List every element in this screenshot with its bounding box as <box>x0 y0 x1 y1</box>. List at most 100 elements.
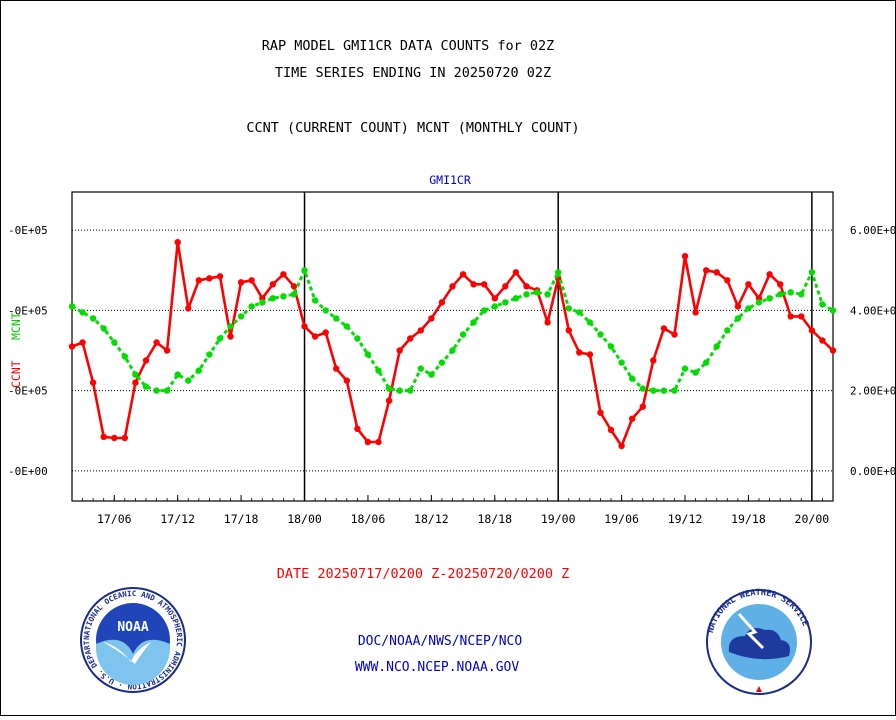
data-point-mcnt <box>692 369 699 376</box>
data-point-ccnt <box>100 433 107 440</box>
noaa-logo-text: NOAA <box>117 620 148 635</box>
data-point-mcnt <box>121 353 128 360</box>
data-point-mcnt <box>290 291 298 298</box>
data-point-ccnt <box>206 275 213 282</box>
plot-title: GMI1CR <box>429 173 471 187</box>
y-axis-label-mcnt: MCNT <box>9 312 23 340</box>
data-point-mcnt <box>512 295 520 302</box>
data-point-ccnt <box>586 351 594 358</box>
data-point-mcnt <box>671 387 678 394</box>
nws-logo: NATIONAL WEATHER SERVICE <box>706 588 812 695</box>
data-point-ccnt <box>301 323 308 330</box>
series-layer <box>68 239 837 450</box>
data-point-mcnt <box>100 325 107 332</box>
data-point-ccnt <box>89 379 97 386</box>
data-point-ccnt <box>290 283 298 290</box>
data-point-mcnt <box>311 297 319 304</box>
data-point-mcnt <box>407 387 414 394</box>
data-point-mcnt <box>639 385 646 392</box>
y-axis-label-ccnt: CCNT <box>9 360 23 388</box>
data-point-ccnt <box>681 253 689 260</box>
data-point-mcnt <box>724 327 731 334</box>
data-point-mcnt <box>195 367 202 374</box>
data-point-ccnt <box>132 379 139 386</box>
data-point-ccnt <box>385 397 393 404</box>
data-point-mcnt <box>523 291 530 298</box>
data-point-mcnt <box>533 289 541 296</box>
data-point-ccnt <box>713 269 720 276</box>
x-tick-label: 18/06 <box>351 512 386 526</box>
data-point-mcnt <box>163 387 171 394</box>
data-point-mcnt <box>745 305 752 312</box>
nws-logo-star-icon <box>756 686 762 692</box>
data-point-mcnt <box>237 313 245 320</box>
data-point-ccnt <box>174 239 181 246</box>
data-point-ccnt <box>280 271 287 278</box>
chart-title-line2: TIME SERIES ENDING IN 20250720 02Z <box>275 65 551 81</box>
data-point-mcnt <box>142 383 150 390</box>
data-point-ccnt <box>724 277 731 284</box>
website-link[interactable]: WWW.NCO.NCEP.NOAA.GOV <box>355 660 520 675</box>
data-point-ccnt <box>512 269 520 276</box>
data-point-mcnt <box>565 305 572 312</box>
data-point-mcnt <box>227 323 234 330</box>
data-point-ccnt <box>269 281 276 288</box>
data-point-ccnt <box>216 273 224 280</box>
data-point-mcnt <box>396 387 403 394</box>
data-point-mcnt <box>375 367 382 374</box>
data-point-mcnt <box>502 299 509 306</box>
data-point-mcnt <box>364 351 372 358</box>
data-point-ccnt <box>650 357 657 364</box>
data-point-ccnt <box>745 281 752 288</box>
data-point-ccnt <box>121 434 128 442</box>
org-link[interactable]: DOC/NOAA/NWS/NCEP/NCO <box>358 634 523 649</box>
data-point-ccnt <box>787 313 794 320</box>
data-point-ccnt <box>227 333 234 340</box>
data-point-mcnt <box>481 307 488 314</box>
data-point-mcnt <box>734 315 742 322</box>
data-point-mcnt <box>681 365 689 372</box>
data-point-mcnt <box>766 295 773 302</box>
data-point-ccnt <box>68 343 76 350</box>
data-point-mcnt <box>819 301 826 308</box>
data-point-mcnt <box>185 377 192 384</box>
data-point-ccnt <box>322 329 329 336</box>
data-point-mcnt <box>301 267 308 274</box>
data-point-ccnt <box>808 327 816 334</box>
data-point-mcnt <box>269 295 276 302</box>
data-point-mcnt <box>259 299 266 306</box>
y-right-tick-label: 4.00E+0 <box>850 304 896 317</box>
data-point-ccnt <box>248 277 255 284</box>
data-point-mcnt <box>428 371 435 378</box>
data-point-ccnt <box>470 281 477 288</box>
data-point-ccnt <box>576 349 583 356</box>
data-point-mcnt <box>68 303 76 310</box>
data-point-ccnt <box>163 347 171 354</box>
x-tick-label: 20/00 <box>795 512 830 526</box>
y-axis-layer: -0E+00 0.00E+0 -0E+05 2.00E+0 -0E+05 4.00E+0 -… <box>8 224 896 478</box>
x-axis-layer: 17/06 17/12 17/18 18/00 18/06 18/12 18/18 19/00… <box>71 495 834 526</box>
data-point-mcnt <box>248 303 255 310</box>
data-point-mcnt <box>798 291 805 298</box>
x-tick-label: 17/12 <box>160 512 195 526</box>
data-point-ccnt <box>333 365 340 372</box>
grid-layer <box>72 229 833 472</box>
data-point-ccnt <box>777 281 784 288</box>
data-point-ccnt <box>428 315 435 322</box>
data-point-mcnt <box>660 387 668 394</box>
data-point-mcnt <box>650 387 657 394</box>
data-point-ccnt <box>660 325 668 332</box>
data-point-mcnt <box>459 331 467 338</box>
data-point-ccnt <box>481 281 488 288</box>
data-point-mcnt <box>555 269 562 276</box>
data-point-ccnt <box>185 305 192 312</box>
data-point-ccnt <box>375 438 382 446</box>
x-tick-label: 19/06 <box>604 512 639 526</box>
data-point-ccnt <box>607 426 615 434</box>
x-tick-label: 18/18 <box>477 512 512 526</box>
data-point-ccnt <box>523 283 530 290</box>
data-point-mcnt <box>787 289 794 296</box>
data-point-mcnt <box>216 335 224 342</box>
data-point-mcnt <box>618 359 625 366</box>
